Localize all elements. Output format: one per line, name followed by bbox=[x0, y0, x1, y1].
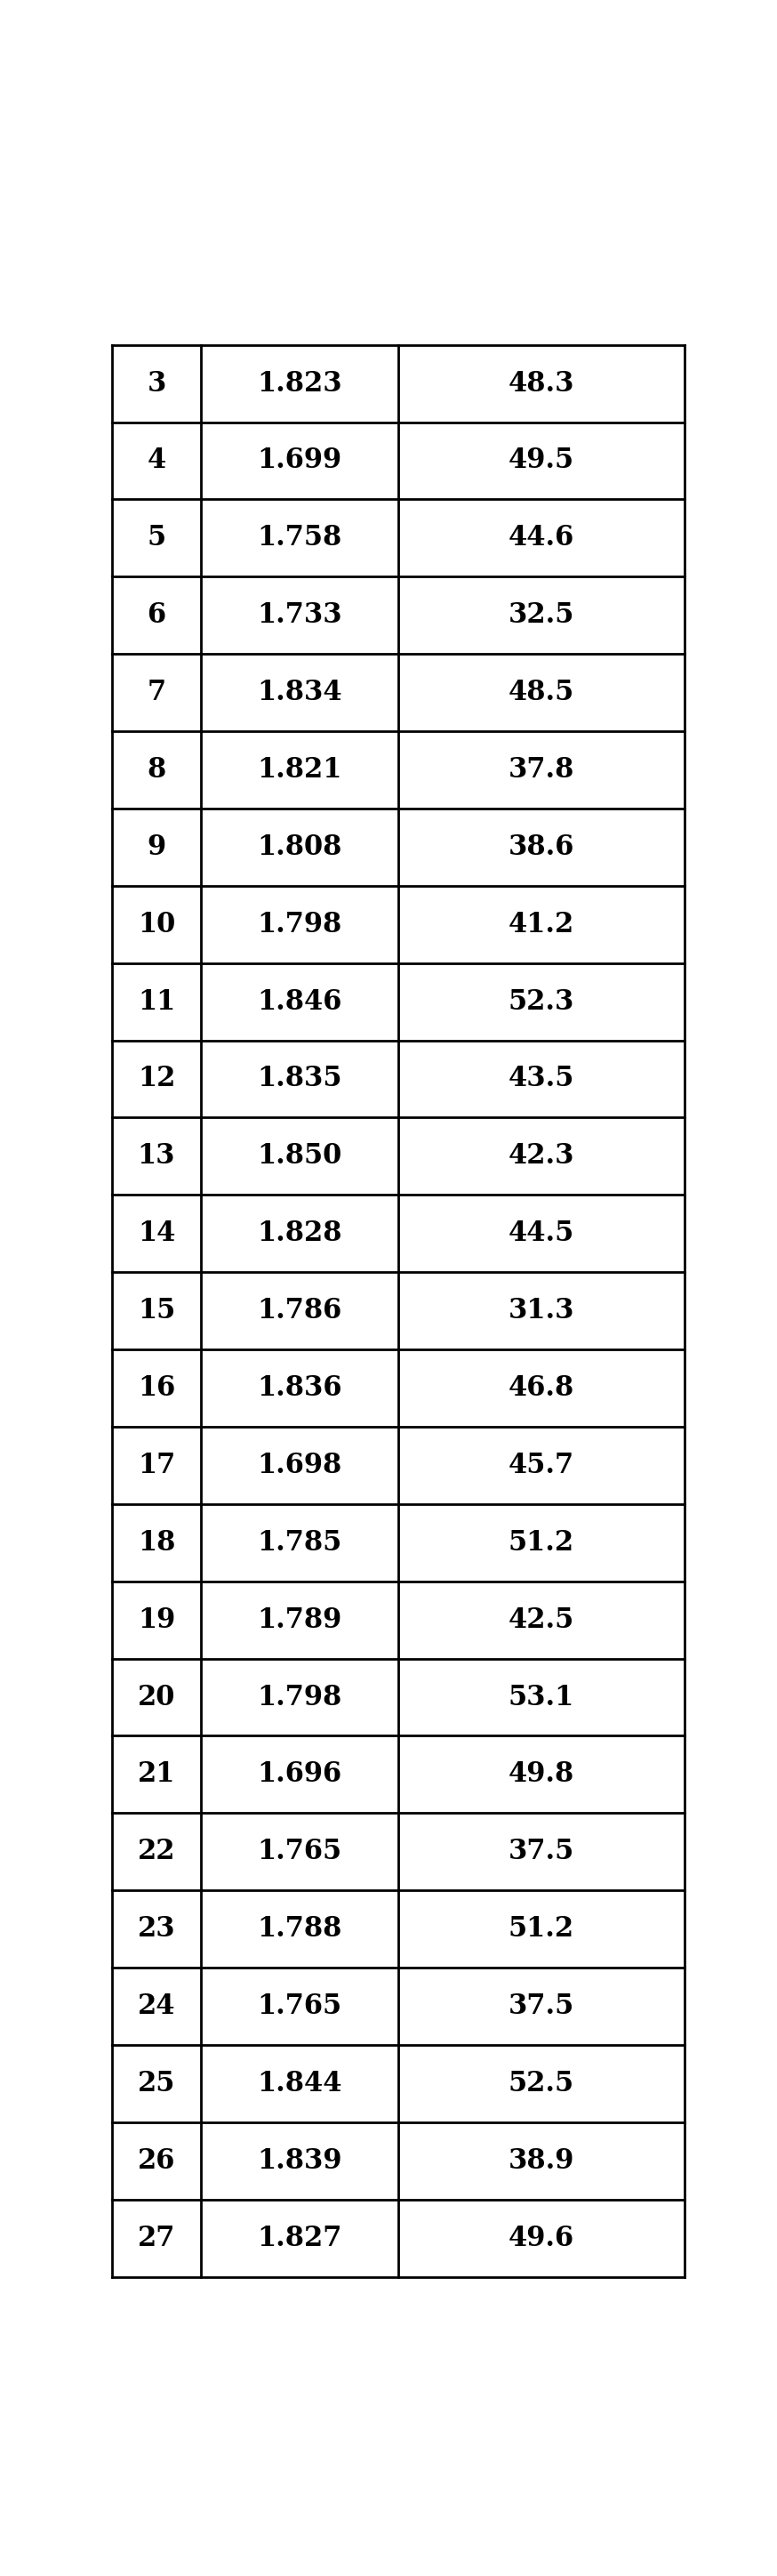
Text: 1.821: 1.821 bbox=[257, 757, 342, 783]
Text: 1.844: 1.844 bbox=[257, 2069, 342, 2097]
Text: 1.839: 1.839 bbox=[257, 2146, 342, 2174]
Text: 4: 4 bbox=[147, 448, 166, 474]
Text: 1.834: 1.834 bbox=[257, 680, 342, 706]
Text: 24: 24 bbox=[138, 1991, 176, 2020]
Text: 1.765: 1.765 bbox=[257, 1837, 342, 1865]
Text: 51.2: 51.2 bbox=[508, 1528, 574, 1556]
Text: 52.3: 52.3 bbox=[508, 989, 574, 1015]
Text: 44.6: 44.6 bbox=[508, 526, 574, 551]
Text: 1.836: 1.836 bbox=[257, 1373, 342, 1401]
Text: 1.823: 1.823 bbox=[257, 371, 342, 397]
Text: 9: 9 bbox=[147, 835, 166, 860]
Text: 44.5: 44.5 bbox=[508, 1218, 574, 1247]
Text: 25: 25 bbox=[138, 2069, 176, 2097]
Text: 41.2: 41.2 bbox=[508, 912, 574, 938]
Text: 53.1: 53.1 bbox=[508, 1682, 574, 1710]
Text: 5: 5 bbox=[147, 526, 166, 551]
Text: 1.808: 1.808 bbox=[257, 835, 342, 860]
Text: 21: 21 bbox=[138, 1759, 176, 1788]
Text: 6: 6 bbox=[147, 603, 166, 629]
Text: 26: 26 bbox=[138, 2146, 176, 2174]
Text: 37.5: 37.5 bbox=[508, 1991, 574, 2020]
Text: 1.765: 1.765 bbox=[257, 1991, 342, 2020]
Text: 52.5: 52.5 bbox=[508, 2069, 574, 2097]
Text: 38.6: 38.6 bbox=[508, 835, 574, 860]
Text: 37.5: 37.5 bbox=[508, 1837, 574, 1865]
Text: 38.9: 38.9 bbox=[508, 2146, 574, 2174]
Text: 1.758: 1.758 bbox=[257, 526, 342, 551]
Text: 1.798: 1.798 bbox=[257, 1682, 342, 1710]
Text: 48.3: 48.3 bbox=[508, 371, 574, 397]
Text: 11: 11 bbox=[138, 989, 176, 1015]
Text: 46.8: 46.8 bbox=[508, 1373, 574, 1401]
Text: 49.8: 49.8 bbox=[508, 1759, 574, 1788]
Text: 1.788: 1.788 bbox=[257, 1914, 342, 1942]
Text: 23: 23 bbox=[138, 1914, 176, 1942]
Text: 1.786: 1.786 bbox=[257, 1296, 342, 1324]
Text: 48.5: 48.5 bbox=[508, 680, 574, 706]
Text: 31.3: 31.3 bbox=[508, 1296, 574, 1324]
Text: 3: 3 bbox=[147, 371, 166, 397]
Text: 1.798: 1.798 bbox=[257, 912, 342, 938]
Text: 42.5: 42.5 bbox=[508, 1605, 574, 1633]
Text: 15: 15 bbox=[138, 1296, 176, 1324]
Text: 22: 22 bbox=[138, 1837, 176, 1865]
Text: 1.696: 1.696 bbox=[257, 1759, 342, 1788]
Text: 7: 7 bbox=[147, 680, 166, 706]
Text: 10: 10 bbox=[138, 912, 176, 938]
Text: 51.2: 51.2 bbox=[508, 1914, 574, 1942]
Text: 17: 17 bbox=[138, 1450, 176, 1479]
Text: 1.850: 1.850 bbox=[257, 1141, 342, 1170]
Text: 8: 8 bbox=[147, 757, 166, 783]
Text: 1.828: 1.828 bbox=[257, 1218, 342, 1247]
Text: 27: 27 bbox=[138, 2223, 176, 2251]
Text: 37.8: 37.8 bbox=[508, 757, 574, 783]
Text: 1.785: 1.785 bbox=[257, 1528, 342, 1556]
Text: 12: 12 bbox=[138, 1066, 176, 1092]
Text: 13: 13 bbox=[138, 1141, 176, 1170]
Text: 49.5: 49.5 bbox=[508, 448, 574, 474]
Text: 1.789: 1.789 bbox=[257, 1605, 342, 1633]
Text: 18: 18 bbox=[138, 1528, 176, 1556]
Text: 1.698: 1.698 bbox=[257, 1450, 342, 1479]
Text: 1.733: 1.733 bbox=[257, 603, 342, 629]
Text: 14: 14 bbox=[138, 1218, 176, 1247]
Text: 1.835: 1.835 bbox=[257, 1066, 342, 1092]
Text: 1.846: 1.846 bbox=[257, 989, 342, 1015]
Text: 32.5: 32.5 bbox=[508, 603, 574, 629]
Text: 19: 19 bbox=[138, 1605, 176, 1633]
Text: 49.6: 49.6 bbox=[508, 2223, 574, 2251]
Text: 1.699: 1.699 bbox=[257, 448, 342, 474]
Text: 1.827: 1.827 bbox=[257, 2223, 342, 2251]
Text: 43.5: 43.5 bbox=[508, 1066, 574, 1092]
Text: 20: 20 bbox=[138, 1682, 176, 1710]
Text: 42.3: 42.3 bbox=[508, 1141, 574, 1170]
Text: 16: 16 bbox=[138, 1373, 176, 1401]
Text: 45.7: 45.7 bbox=[508, 1450, 574, 1479]
